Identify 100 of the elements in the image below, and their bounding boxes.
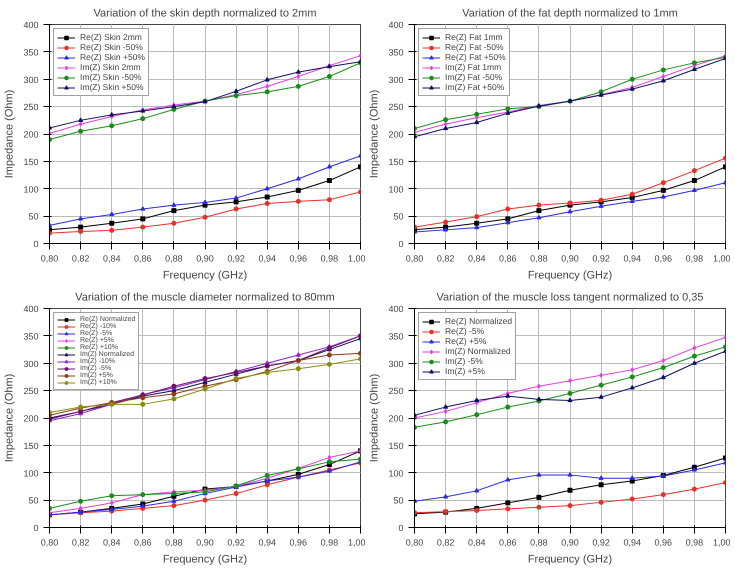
legend-label: Im(Z) Skin -50% [80,72,142,82]
x-axis-title: Frequency (GHz) [162,554,248,566]
y-tick-label: 350 [23,47,39,58]
x-axis-title: Frequency (GHz) [528,270,612,282]
y-tick-label: 150 [388,440,404,451]
y-tick-label: 50 [28,212,39,222]
legend-label: Re(Z) +5% [445,336,486,346]
x-tick-label: 0,92 [592,538,610,548]
y-tick-label: 50 [28,496,39,506]
y-tick-label: 300 [388,358,404,369]
legend-label: Re(Z) Fat -50% [445,42,504,52]
x-tick-label: 0,82 [436,254,454,264]
legend-label: Re(Z) -5% [445,326,484,336]
x-tick-label: 0,98 [686,538,704,548]
y-tick-label: 0 [33,523,39,533]
legend-label: Im(Z) Fat 1mm [445,62,502,72]
x-tick-label: 0,84 [468,254,486,264]
y-tick-label: 250 [23,102,39,112]
y-tick-label: 350 [23,331,39,342]
y-tick-label: 100 [388,184,404,194]
x-tick-label: 0,90 [561,254,579,264]
x-tick-label: 0,90 [196,538,214,548]
x-tick-label: 0,96 [654,254,672,264]
x-tick-label: 1,00 [712,254,731,264]
legend-label: Re(Z) Skin +50% [80,52,145,62]
x-tick-label: 0,86 [499,254,517,264]
x-tick-label: 0,86 [134,538,152,548]
chart-title: Variation of the fat depth normalized to 1mm [462,8,678,20]
x-tick-label: 0,90 [196,254,214,264]
x-tick-label: 0,80 [406,538,424,548]
x-tick-label: 0,82 [72,254,90,264]
x-axis-title: Frequency (GHz) [528,554,612,566]
x-tick-label: 0,90 [561,538,579,548]
x-tick-label: 0,94 [258,254,276,264]
legend-label: Im(Z) Fat +50% [445,82,504,92]
x-tick-label: 0,92 [227,538,245,548]
x-tick-label: 0,80 [40,254,58,264]
x-axis-title: Frequency (GHz) [162,270,248,282]
y-tick-label: 300 [388,74,404,85]
x-tick-label: 0,94 [623,538,641,548]
x-tick-label: 0,84 [102,254,120,264]
legend-label: Re(Z) Normalized [445,316,512,326]
legend-label: Im(Z) -5% [445,356,483,366]
y-tick-label: 250 [388,386,404,396]
legend-label: Im(Z) Fat -50% [445,72,502,82]
y-tick-label: 100 [23,184,39,194]
x-tick-label: 0,98 [686,254,704,264]
y-tick-label: 400 [388,304,404,314]
x-tick-label: 0,96 [290,254,308,264]
y-tick-label: 150 [23,156,39,167]
y-axis-title: Impedance (Ohm) [368,374,380,462]
x-tick-label: 0,82 [72,538,90,548]
x-tick-label: 0,88 [165,254,183,264]
y-tick-label: 200 [388,130,404,140]
y-tick-label: 400 [23,20,39,30]
y-tick-label: 0 [33,239,39,249]
y-tick-label: 400 [23,304,39,314]
x-tick-label: 0,84 [468,538,486,548]
y-tick-label: 100 [23,468,39,478]
x-tick-label: 0,94 [623,254,641,264]
y-tick-label: 350 [388,47,404,58]
y-tick-label: 350 [388,331,404,342]
y-tick-label: 50 [393,212,404,222]
legend-label: Im(Z) Normalized [445,346,511,356]
x-tick-label: 0,88 [165,538,183,548]
chart-title: Variation of the skin depth normalized to 2mm [94,8,316,20]
y-tick-label: 150 [23,440,39,451]
y-tick-label: 0 [398,523,404,533]
x-tick-label: 0,96 [654,538,672,548]
x-tick-label: 0,86 [499,538,517,548]
x-tick-label: 0,86 [134,254,152,264]
x-tick-label: 0,92 [227,254,245,264]
y-tick-label: 200 [23,130,39,140]
legend-label: Re(Z) Fat +50% [445,52,506,62]
x-tick-label: 0,96 [290,538,308,548]
legend-label: Re(Z) Skin -50% [80,42,143,52]
y-axis-title: Impedance (Ohm) [368,90,380,178]
x-tick-label: 1,00 [348,254,366,264]
y-tick-label: 250 [23,386,39,396]
y-tick-label: 150 [388,156,404,167]
x-tick-label: 0,92 [592,254,610,264]
y-tick-label: 300 [23,74,39,85]
y-axis-title: Impedance (Ohm) [3,90,16,178]
y-tick-label: 200 [23,414,39,424]
legend-label: Im(Z) Skin +50% [80,82,144,92]
x-tick-label: 0,80 [40,538,58,548]
x-tick-label: 0,80 [406,254,424,264]
y-tick-label: 100 [388,468,404,478]
x-tick-label: 0,98 [320,538,338,548]
x-tick-label: 0,82 [436,538,454,548]
y-tick-label: 400 [388,20,404,30]
legend-label: Im(Z) +5% [445,366,485,376]
legend-label: Re(Z) Skin 2mm [80,32,142,42]
x-tick-label: 0,84 [102,538,120,548]
y-tick-label: 200 [388,414,404,424]
chart-title: Variation of the muscle loss tangent normalized to 0,35 [436,292,704,304]
legend-label: Re(Z) Fat 1mm [445,32,503,42]
y-tick-label: 50 [393,496,404,506]
y-tick-label: 250 [388,102,404,112]
x-tick-label: 0,98 [320,254,338,264]
